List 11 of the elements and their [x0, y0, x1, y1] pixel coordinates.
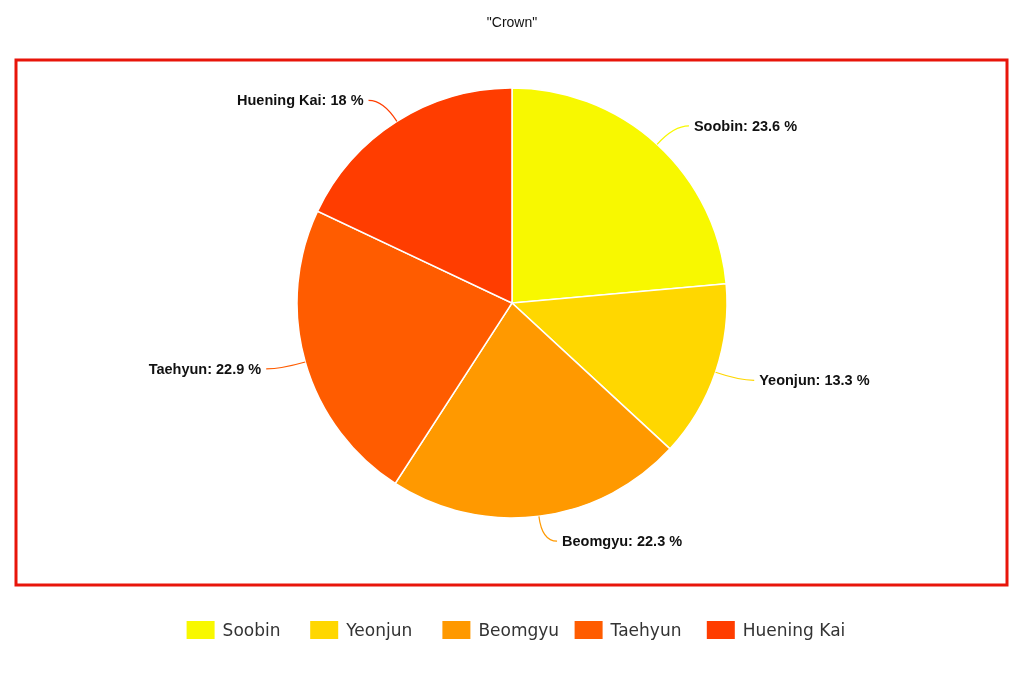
- legend-label: Soobin: [222, 619, 281, 640]
- legend-label: Huening Kai: [742, 619, 846, 640]
- data-label: Soobin: 23.6 %: [693, 117, 798, 134]
- data-label: Beomgyu: 22.3 %: [562, 533, 683, 550]
- legend-label: Beomgyu: [478, 619, 560, 640]
- chart-title: "Crown": [486, 13, 538, 30]
- data-label: Yeonjun: 13.3 %: [759, 372, 870, 389]
- legend-label: Taehyun: [609, 619, 682, 640]
- data-label: Taehyun: 22.9 %: [148, 360, 262, 377]
- data-label: Huening Kai: 18 %: [237, 92, 364, 109]
- legend-label: Yeonjun: [345, 619, 413, 640]
